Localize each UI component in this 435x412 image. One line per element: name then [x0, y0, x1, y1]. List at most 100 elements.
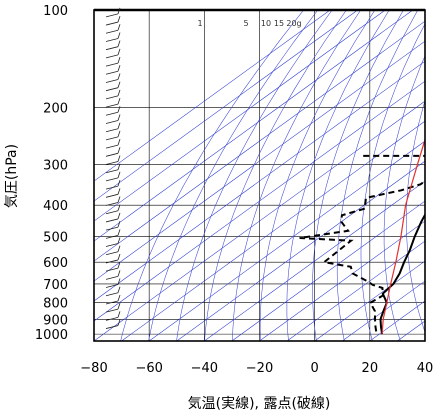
wind-barb-flag: [117, 106, 121, 113]
wind-barb-flag: [117, 65, 121, 72]
wind-barb: [105, 177, 119, 182]
temperature-line: [379, 212, 425, 335]
wind-barb: [105, 275, 119, 280]
wind-barb: [105, 316, 119, 321]
wind-barb-flag: [117, 319, 121, 326]
y-tick-label: 700: [43, 278, 68, 293]
y-tick-label: 300: [43, 159, 68, 174]
wind-barb-flag: [117, 212, 121, 220]
wind-barb: [105, 87, 119, 92]
dry-adiabat-line: [286, 10, 390, 341]
x-tick-label: −60: [135, 361, 162, 376]
isotherm-line: [149, 140, 425, 341]
isotherm-line: [94, 10, 358, 202]
dry-adiabat-line: [406, 100, 425, 333]
isotherm-line: [94, 10, 331, 182]
wind-barb: [105, 259, 119, 264]
dry-adiabat-line: [176, 10, 333, 341]
x-tick-label: 40: [417, 361, 434, 376]
mixing-ratio-label: 10: [261, 19, 271, 28]
dry-adiabat-line: [312, 10, 404, 341]
wind-barb: [105, 103, 119, 108]
wind-barb: [105, 308, 119, 313]
isotherm-line: [286, 240, 425, 341]
mixing-ratio-label: 1: [197, 19, 202, 28]
mixing-ratio-label: 20g: [286, 19, 301, 28]
wind-barb-flag: [117, 221, 121, 228]
wind-barb: [105, 128, 119, 133]
wind-barb: [105, 54, 119, 59]
x-axis-title: 気温(実線), 露点(破線): [188, 396, 331, 412]
y-tick-label: 400: [43, 199, 68, 214]
wind-barb-flag: [117, 188, 121, 195]
wind-barb: [105, 70, 119, 75]
wind-barb-flag: [117, 73, 121, 80]
y-tick-label: 500: [43, 231, 68, 246]
wind-barb: [105, 21, 119, 26]
y-tick-label: 100: [43, 4, 68, 19]
wind-barb-flag: [117, 294, 121, 302]
dry-adiabat-line: [204, 10, 347, 341]
wind-barb: [105, 202, 119, 206]
wind-barb-flag: [117, 262, 121, 269]
isotherm-line: [121, 120, 425, 341]
wind-barb: [105, 95, 119, 100]
y-tick-label: 600: [43, 256, 68, 271]
y-tick-label: 1000: [35, 328, 68, 343]
wind-barb-flag: [117, 24, 121, 31]
isotherm-line: [204, 180, 425, 341]
wind-barb: [105, 46, 119, 51]
wind-barb: [105, 62, 119, 67]
wind-barb: [105, 300, 119, 305]
wind-barb: [105, 79, 119, 83]
wind-barb-flag: [117, 89, 121, 97]
wind-barb: [105, 284, 119, 288]
wind-barb-flag: [117, 270, 121, 277]
x-tick-label: −80: [80, 361, 107, 376]
dry-adiabat-line: [259, 10, 376, 341]
wind-barb: [105, 251, 119, 256]
wind-barb: [105, 169, 119, 174]
wind-barb-flag: [117, 171, 121, 179]
isotherm-line: [94, 10, 414, 242]
wind-barb: [105, 243, 119, 247]
wind-barb-flag: [117, 56, 121, 64]
wind-barb: [105, 13, 119, 18]
wind-barb-flag: [117, 229, 121, 236]
dry-adiabat-line: [383, 55, 425, 341]
dry-adiabat-line: [232, 10, 361, 341]
wind-barb-flag: [117, 179, 121, 187]
x-tick-label: 0: [311, 361, 319, 376]
wind-barb: [105, 210, 119, 215]
wind-barb-flag: [117, 130, 121, 138]
isotherm-line: [342, 280, 425, 341]
wind-barb-flag: [117, 163, 121, 170]
wind-barb: [105, 267, 119, 272]
wind-barb-flag: [117, 196, 121, 203]
wind-barb: [105, 161, 119, 165]
wind-barb-flag: [117, 303, 121, 310]
wind-barb-flag: [117, 237, 121, 244]
wind-barb-flag: [117, 15, 121, 23]
isotherm-line: [176, 160, 425, 341]
wind-barb-flag: [117, 40, 121, 47]
wind-barb: [105, 193, 119, 198]
isotherm-line: [259, 220, 425, 341]
isotherm-line: [397, 320, 425, 341]
dry-adiabat-line: [360, 23, 425, 341]
wind-barb-flag: [117, 81, 121, 88]
isotherm-line: [94, 20, 425, 262]
x-tick-label: −40: [191, 361, 218, 376]
wind-barb: [105, 292, 119, 297]
wind-barb-flag: [117, 245, 121, 252]
isotherm-line: [94, 80, 425, 322]
dry-adiabat-line: [120, 10, 304, 341]
wind-barb: [105, 185, 119, 190]
dry-adiabat-line: [148, 10, 319, 341]
isotherm-line: [94, 60, 425, 302]
wind-barb-flag: [117, 48, 121, 56]
mixing-ratio-label: 15: [274, 19, 284, 28]
wind-barb: [105, 234, 119, 239]
